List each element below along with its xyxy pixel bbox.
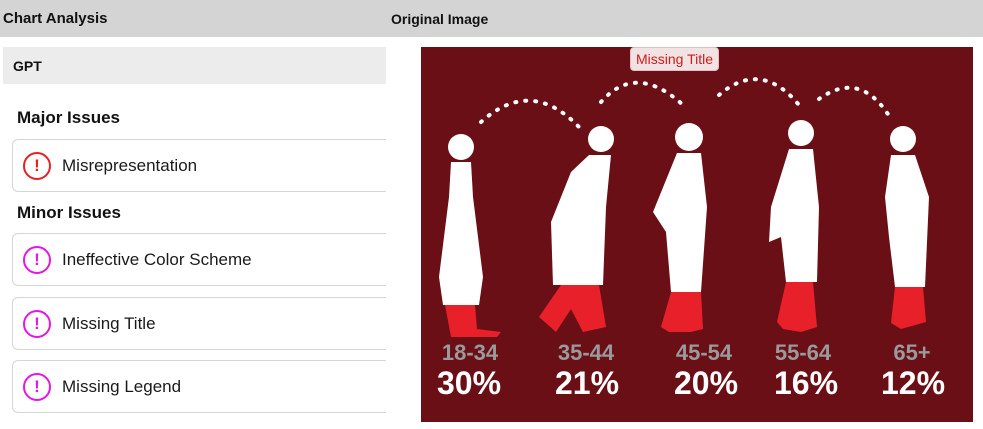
percent-label: 30% xyxy=(436,365,502,401)
issue-label: Missing Legend xyxy=(62,376,182,396)
age-label: 55-64 xyxy=(774,340,832,365)
exclamation-circle-icon: ! xyxy=(23,372,51,401)
issue-card-missing-title[interactable]: ! Missing Title xyxy=(12,297,386,350)
exclamation-circle-icon: ! xyxy=(23,309,51,338)
model-label: GPT xyxy=(3,47,386,84)
age-label: 35-44 xyxy=(557,340,615,365)
minor-issues-title: Minor Issues xyxy=(17,203,121,222)
exclamation-circle-icon: ! xyxy=(23,151,51,180)
major-issues-title: Major Issues xyxy=(17,108,120,127)
issue-label: Missing Title xyxy=(62,313,156,333)
issue-label: Ineffective Color Scheme xyxy=(62,249,252,269)
issue-card-ineffective-color-scheme[interactable]: ! Ineffective Color Scheme xyxy=(12,233,386,286)
age-label: 45-54 xyxy=(675,340,733,365)
figure-45-54 xyxy=(653,123,707,332)
percent-label: 20% xyxy=(673,365,739,401)
issue-card-misrepresentation[interactable]: ! Misrepresentation xyxy=(12,139,386,192)
analysis-panel: GPT Major Issues ! Misrepresentation Min… xyxy=(0,37,386,429)
missing-title-badge: Missing Title xyxy=(630,47,720,71)
original-chart-image: 18-34 35-44 45-54 55-64 65+ 30% 21% 20% … xyxy=(421,47,973,422)
age-label: 65+ xyxy=(893,340,931,365)
chart-analysis-header: Chart Analysis xyxy=(0,0,386,37)
figure-65-plus xyxy=(885,126,929,329)
percent-label: 16% xyxy=(773,365,839,401)
figure-18-34 xyxy=(439,134,501,337)
dotted-arcs xyxy=(479,77,893,129)
percent-label: 21% xyxy=(554,365,620,401)
figure-35-44 xyxy=(539,126,614,332)
percent-label: 12% xyxy=(880,365,946,401)
age-label: 18-34 xyxy=(441,340,499,365)
issue-label: Misrepresentation xyxy=(62,155,198,175)
issue-card-missing-legend[interactable]: ! Missing Legend xyxy=(12,360,386,413)
exclamation-circle-icon: ! xyxy=(23,245,51,274)
silhouette-chart xyxy=(439,77,929,337)
figure-55-64 xyxy=(769,120,819,332)
original-image-header: Original Image xyxy=(386,0,983,37)
